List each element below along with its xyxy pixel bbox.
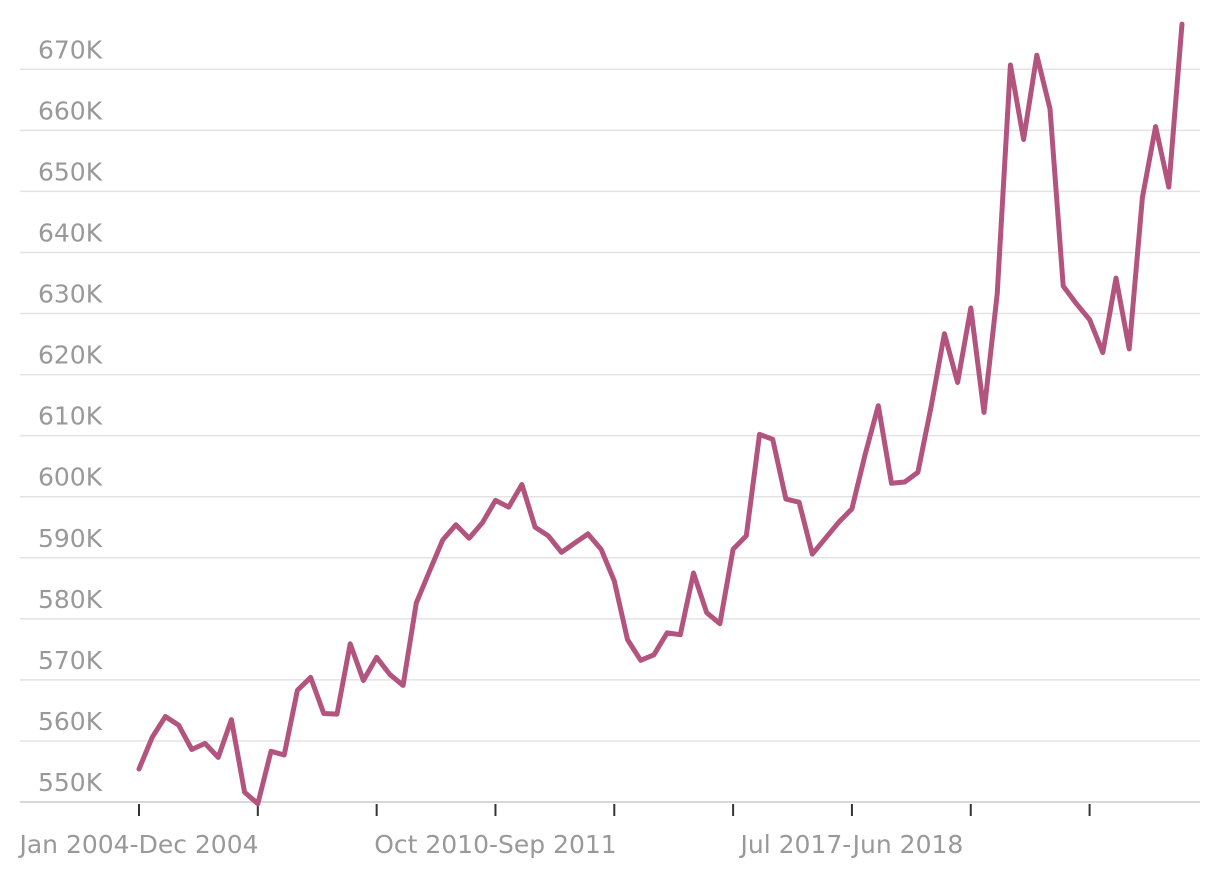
y-tick-label: 590K bbox=[38, 524, 103, 553]
y-tick-label: 580K bbox=[38, 585, 103, 614]
x-tick-label: Jul 2017-Jun 2018 bbox=[739, 830, 964, 859]
y-tick-label: 630K bbox=[38, 280, 103, 309]
x-tick-label: Oct 2010-Sep 2011 bbox=[374, 830, 617, 859]
y-tick-label: 600K bbox=[38, 463, 103, 492]
x-tick-label: Jan 2004-Dec 2004 bbox=[17, 830, 258, 859]
y-tick-label: 660K bbox=[38, 96, 103, 125]
y-tick-label: 560K bbox=[38, 707, 103, 736]
y-tick-label: 640K bbox=[38, 218, 103, 247]
y-tick-label: 670K bbox=[38, 35, 103, 64]
y-tick-label: 570K bbox=[38, 646, 103, 675]
y-tick-label: 650K bbox=[38, 157, 103, 186]
y-tick-label: 610K bbox=[38, 402, 103, 431]
y-tick-label: 550K bbox=[38, 768, 103, 797]
y-tick-label: 620K bbox=[38, 341, 103, 370]
data-line bbox=[136, 21, 1185, 807]
